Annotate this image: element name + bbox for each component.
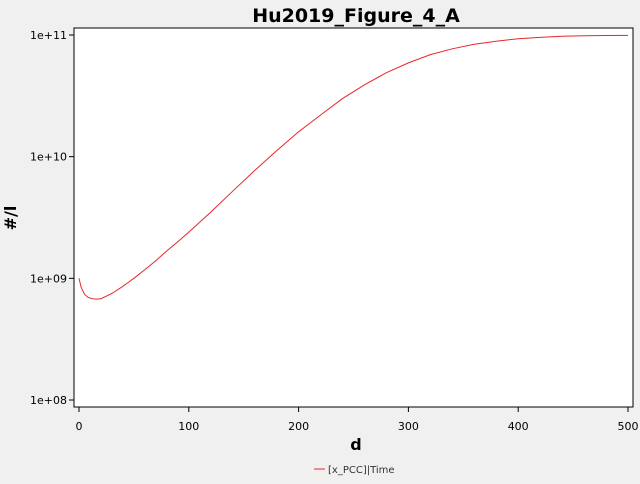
x-tick-label: 100 (178, 420, 199, 433)
x-tick-label: 300 (398, 420, 419, 433)
x-tick-label: 400 (508, 420, 529, 433)
x-tick-label: 200 (288, 420, 309, 433)
legend: [x_PCC]|Time (314, 465, 395, 476)
x-tick-label: 500 (618, 420, 639, 433)
series-line-0 (78, 34, 629, 300)
plot-area (73, 27, 634, 408)
y-tick-label: 1e+09 (30, 272, 67, 285)
x-axis: 0 100 200 300 400 500 (76, 407, 639, 433)
y-tick-label: 1e+11 (30, 29, 67, 42)
y-axis: 1e+08 1e+09 1e+10 1e+11 (30, 29, 74, 407)
y-axis-label: #/l (1, 206, 20, 231)
y-tick-label: 1e+08 (30, 394, 67, 407)
chart-title: Hu2019_Figure_4_A (252, 5, 460, 27)
legend-label: [x_PCC]|Time (328, 465, 395, 476)
series-layer (78, 34, 629, 300)
y-tick-label: 1e+10 (30, 151, 67, 164)
x-axis-label: d (350, 435, 361, 454)
x-tick-label: 0 (76, 420, 83, 433)
